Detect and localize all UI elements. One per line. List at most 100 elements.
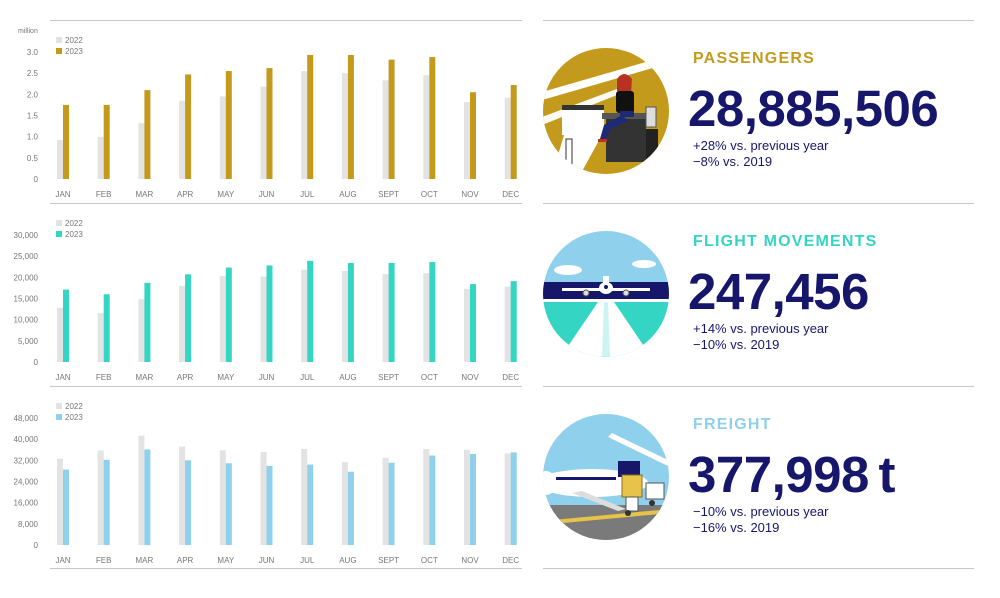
separator-2-right	[543, 386, 974, 387]
bar-2022-mar	[138, 123, 145, 179]
bar-2023-oct	[429, 262, 436, 362]
y-tick-label-24-000: 24,000	[14, 478, 39, 487]
bar-2023-may	[225, 267, 232, 362]
y-tick-label-10-000: 10,000	[14, 316, 39, 325]
passenger-lounge-illustration	[543, 48, 669, 174]
x-tick-label-feb: FEB	[96, 373, 112, 382]
bar-2022-oct	[423, 75, 430, 179]
y-tick-label-0: 0	[34, 175, 39, 184]
bar-2023-nov	[470, 92, 476, 179]
x-tick-label-jan: JAN	[55, 373, 70, 382]
separator-top-left	[50, 20, 522, 21]
cargo-loading-illustration	[543, 414, 669, 540]
y-tick-label-48-000: 48,000	[14, 414, 39, 423]
bar-2022-aug	[341, 462, 348, 545]
bar-2023-aug	[347, 471, 354, 545]
bar-2023-feb	[103, 294, 110, 362]
separator-1-right	[543, 203, 974, 204]
bar-2022-jul	[301, 269, 308, 362]
y-tick-label-1-5: 1.5	[27, 112, 39, 121]
bar-2023-mar	[144, 90, 151, 179]
x-tick-label-apr: APR	[177, 556, 194, 565]
bar-2022-jan	[57, 140, 63, 179]
x-tick-label-jul: JUL	[300, 373, 315, 382]
bar-2023-aug	[347, 262, 354, 362]
flight-movements-bar-chart: 0 5,000 10,000 15,000 20,000 25,000 30,000 2022…	[14, 219, 520, 382]
x-tick-label-oct: OCT	[421, 556, 438, 565]
bar-2022-apr	[179, 100, 186, 179]
bar-2022-jun	[260, 276, 267, 362]
legend-label-2023: 2023	[65, 413, 83, 422]
bar-2022-jan	[57, 458, 63, 545]
x-tick-label-may: MAY	[217, 190, 234, 199]
freight-title: FREIGHT	[693, 416, 772, 433]
bar-2023-sept	[388, 262, 395, 362]
legend-swatch-2023	[56, 48, 62, 54]
passengers-stat: PASSENGERS 28,885,506 +28% vs. previous …	[540, 20, 1000, 203]
y-tick-label-1-0: 1.0	[27, 133, 39, 142]
bar-2023-apr	[185, 274, 192, 362]
separator-bottom-left	[50, 568, 522, 569]
flight-movements-change-previous-year: +14% vs. previous year	[693, 321, 829, 336]
freight-stat: FREIGHT 377,998 t −10% vs. previous year…	[540, 386, 1000, 569]
bar-2022-may	[219, 450, 226, 545]
bar-2022-aug	[341, 270, 348, 362]
x-tick-label-jun: JUN	[259, 190, 275, 199]
bar-2022-dec	[504, 453, 511, 545]
x-tick-label-jan: JAN	[55, 190, 70, 199]
y-tick-label-2-0: 2.0	[27, 90, 39, 99]
x-tick-label-oct: OCT	[421, 190, 438, 199]
y-tick-label-16-000: 16,000	[14, 499, 39, 508]
passengers-change-previous-year: +28% vs. previous year	[693, 138, 829, 153]
y-tick-label-40-000: 40,000	[14, 435, 39, 444]
bar-2022-sept	[382, 273, 389, 362]
y-tick-label-5-000: 5,000	[18, 337, 39, 346]
legend-label-2022: 2022	[65, 402, 83, 411]
bar-2023-jun	[266, 465, 273, 545]
bar-2022-jun	[260, 86, 267, 179]
x-tick-label-feb: FEB	[96, 190, 112, 199]
bar-2023-dec	[510, 281, 517, 362]
bar-2023-jan	[63, 469, 69, 545]
bar-2023-jul	[307, 260, 314, 362]
y-tick-label-0: 0	[34, 541, 39, 550]
y-tick-label-0: 0	[34, 358, 39, 367]
legend-swatch-2022	[56, 403, 62, 409]
bar-2023-nov	[470, 453, 476, 545]
x-tick-label-mar: MAR	[136, 190, 154, 199]
bar-2022-feb	[97, 450, 104, 545]
bar-2023-dec	[510, 452, 517, 545]
x-tick-label-aug: AUG	[339, 373, 356, 382]
separator-top-right	[543, 20, 974, 21]
freight-change-previous-year: −10% vs. previous year	[693, 504, 829, 519]
x-tick-label-nov: NOV	[461, 556, 479, 565]
bar-2022-jul	[301, 448, 308, 545]
bar-2022-jun	[260, 451, 267, 545]
bar-2023-aug	[347, 54, 354, 179]
flight-movements-stat: FLIGHT MOVEMENTS 247,456 +14% vs. previo…	[540, 203, 1000, 386]
x-tick-label-sept: SEPT	[378, 556, 399, 565]
x-tick-label-nov: NOV	[461, 373, 479, 382]
passengers-chart: million 0 0.5 1.0 1.5 2.0 2.5 3.0 2022 2023 JAN FEB…	[0, 20, 530, 203]
unit-label: million	[18, 28, 38, 35]
bar-2022-dec	[504, 97, 511, 179]
y-tick-label-25-000: 25,000	[14, 252, 39, 261]
x-tick-label-dec: DEC	[502, 373, 519, 382]
freight-chart: 0 8,000 16,000 24,000 32,000 40,000 48,000 2022…	[0, 386, 530, 569]
bar-2023-feb	[103, 459, 110, 545]
bar-2022-may	[219, 276, 226, 362]
separator-2-left	[50, 386, 522, 387]
x-tick-label-jul: JUL	[300, 556, 315, 565]
x-tick-label-mar: MAR	[136, 556, 154, 565]
legend-swatch-2022	[56, 37, 62, 43]
passengers-bar-chart: million 0 0.5 1.0 1.5 2.0 2.5 3.0 2022 2023 JAN FEB…	[18, 28, 519, 199]
x-tick-label-jul: JUL	[300, 190, 315, 199]
bar-2022-jan	[57, 307, 63, 362]
bar-2023-sept	[388, 462, 395, 545]
bar-2023-oct	[429, 57, 436, 179]
y-tick-label-20-000: 20,000	[14, 273, 39, 282]
passengers-change-2019: −8% vs. 2019	[693, 154, 773, 169]
x-tick-label-mar: MAR	[136, 373, 154, 382]
legend-label-2022: 2022	[65, 36, 83, 45]
freight-value: 377,998 t	[688, 446, 896, 503]
